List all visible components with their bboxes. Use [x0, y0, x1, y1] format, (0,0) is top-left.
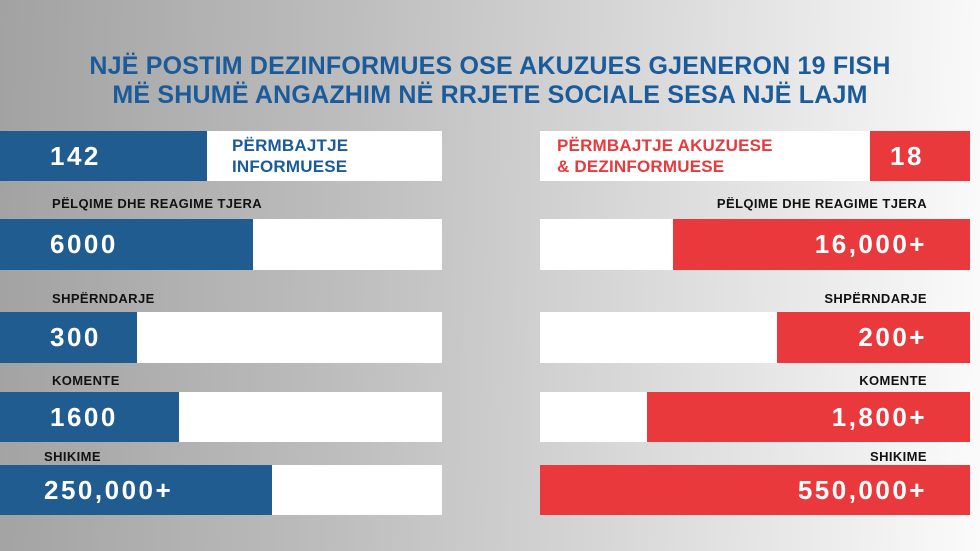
- left-bar-fill-shikime: 250,000+: [0, 465, 272, 515]
- left-bar-shperndarje: 300: [0, 312, 442, 363]
- left-value-pelqime: 6000: [50, 229, 118, 259]
- left-bar-fill-komente: 1600: [0, 392, 179, 442]
- right-label-pelqime: PËLQIME DHE REAGIME TJERA: [716, 196, 927, 211]
- informative-category-label: PËRMBAJTJE INFORMUESE: [232, 135, 348, 177]
- left-value-shikime: 250,000+: [44, 474, 174, 505]
- informative-category-box: PËRMBAJTJE INFORMUESE: [207, 131, 442, 181]
- left-value-komente: 1600: [50, 401, 118, 432]
- right-bar-fill-pelqime: 16,000+: [673, 219, 970, 270]
- left-label-shperndarje: SHPËRNDARJE: [52, 291, 155, 306]
- right-label-shperndarje: SHPËRNDARJE: [824, 291, 927, 306]
- right-bar-shperndarje: 200+: [540, 312, 970, 363]
- disinformative-category-box: PËRMBAJTJE AKUZUESE & DEZINFORMUESE: [540, 131, 870, 181]
- right-bar-shikime: 550,000+: [540, 465, 970, 515]
- right-label-shikime: SHIKIME: [870, 449, 927, 464]
- informative-category-line-1: PËRMBAJTJE: [232, 136, 349, 155]
- left-bar-komente: 1600: [0, 392, 442, 442]
- left-bar-pelqime: 6000: [0, 219, 442, 270]
- right-value-komente: 1,800+: [831, 401, 927, 432]
- disinformative-header: PËRMBAJTJE AKUZUESE & DEZINFORMUESE 18: [540, 131, 970, 181]
- right-bar-fill-shikime: 550,000+: [540, 465, 970, 515]
- left-label-pelqime: PËLQIME DHE REAGIME TJERA: [52, 196, 263, 211]
- right-value-shikime: 550,000+: [797, 474, 927, 505]
- disinformative-category-label: PËRMBAJTJE AKUZUESE & DEZINFORMUESE: [557, 135, 773, 177]
- informative-header: 142 PËRMBAJTJE INFORMUESE: [0, 131, 442, 181]
- title-line-1: NJË POSTIM DEZINFORMUES OSE AKUZUES GJEN…: [89, 52, 891, 80]
- informative-category-line-2: INFORMUESE: [232, 157, 348, 176]
- right-bar-fill-komente: 1,800+: [647, 392, 970, 442]
- left-value-shperndarje: 300: [50, 322, 101, 352]
- left-label-komente: KOMENTE: [52, 373, 120, 388]
- left-bar-fill-shperndarje: 300: [0, 312, 137, 363]
- right-bar-fill-shperndarje: 200+: [777, 312, 970, 363]
- right-value-shperndarje: 200+: [858, 322, 927, 352]
- page-title: NJË POSTIM DEZINFORMUES OSE AKUZUES GJEN…: [0, 52, 980, 110]
- informative-post-count-box: 142: [0, 131, 207, 181]
- title-line-2: MË SHUMË ANGAZHIM NË RRJETE SOCIALE SESA…: [112, 81, 868, 109]
- disinformative-post-count-box: 18: [870, 131, 970, 181]
- right-bar-komente: 1,800+: [540, 392, 970, 442]
- right-label-komente: KOMENTE: [859, 373, 927, 388]
- disinformative-category-line-2: & DEZINFORMUESE: [557, 157, 725, 176]
- disinformative-post-count: 18: [890, 140, 924, 171]
- disinformative-category-line-1: PËRMBAJTJE AKUZUESE: [557, 136, 773, 155]
- left-bar-fill-pelqime: 6000: [0, 219, 253, 270]
- right-value-pelqime: 16,000+: [814, 229, 927, 259]
- right-bar-pelqime: 16,000+: [540, 219, 970, 270]
- left-label-shikime: SHIKIME: [44, 449, 101, 464]
- informative-post-count: 142: [50, 140, 101, 171]
- left-bar-shikime: 250,000+: [0, 465, 442, 515]
